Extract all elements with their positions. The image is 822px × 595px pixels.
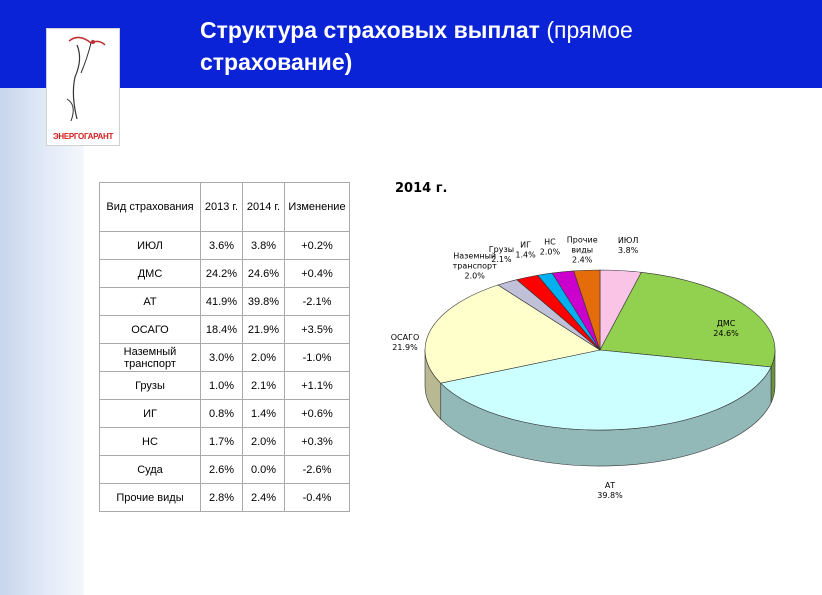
pie-slice-дмс: [599, 271, 776, 368]
table-row: ОСАГО 18.4% 21.9% +3.5%: [99, 315, 350, 344]
title-line2: страхование): [200, 49, 353, 75]
table-row: АТ 41.9% 39.8% -2.1%: [99, 287, 350, 316]
cell-change: +3.5%: [284, 315, 350, 344]
cell-type: Прочие виды: [99, 483, 201, 512]
cell-2014: 2.0%: [242, 427, 285, 456]
cell-type: ИЮЛ: [99, 231, 201, 260]
logo-emblem-icon: [66, 36, 106, 122]
title-paren: (прямое: [546, 17, 633, 43]
header-bar: [0, 0, 822, 88]
title-main: Структура страховых выплат: [200, 17, 540, 43]
cell-2013: 0.8%: [200, 399, 243, 428]
table-header-row: Вид страхования 2013 г. 2014 г. Изменени…: [99, 182, 350, 232]
pie-slice-прочие-виды: [573, 269, 601, 351]
pie-label-осаго: ОСАГО 21.9%: [391, 333, 420, 352]
pie-label-наземный-транспорт: Наземный транспорт 2.0%: [453, 251, 497, 280]
cell-2014: 2.0%: [242, 343, 285, 372]
cell-change: -0.4%: [284, 483, 350, 512]
page-title: Структура страховых выплат (прямое страх…: [200, 14, 800, 78]
pie-slice-осаго: [424, 284, 601, 384]
pie-label-грузы: Грузы 2.1%: [489, 245, 514, 264]
cell-2014: 1.4%: [242, 399, 285, 428]
cell-type: ДМС: [99, 259, 201, 288]
payments-table: Вид страхования 2013 г. 2014 г. Изменени…: [99, 182, 350, 512]
pie-label-нс: НС 2.0%: [540, 237, 561, 256]
cell-2014: 24.6%: [242, 259, 285, 288]
col-header-2013: 2013 г.: [200, 182, 243, 232]
pie-label-ат: АТ 39.8%: [597, 481, 623, 500]
table-row: ДМС 24.2% 24.6% +0.4%: [99, 259, 350, 288]
table-row: Наземный транспорт 3.0% 2.0% -1.0%: [99, 343, 350, 372]
cell-2014: 2.1%: [242, 371, 285, 400]
cell-change: -2.1%: [284, 287, 350, 316]
table-row: НС 1.7% 2.0% +0.3%: [99, 427, 350, 456]
col-header-change: Изменение: [284, 182, 350, 232]
cell-type: ОСАГО: [99, 315, 201, 344]
pie-label-дмс: ДМС 24.6%: [713, 319, 739, 338]
cell-change: +0.3%: [284, 427, 350, 456]
cell-type: Грузы: [99, 371, 201, 400]
pie-label-иг: ИГ 1.4%: [515, 240, 536, 259]
cell-2013: 18.4%: [200, 315, 243, 344]
table-row: Суда 2.6% 0.0% -2.6%: [99, 455, 350, 484]
company-logo: ЭНЕРГОГАРАНТ: [46, 28, 120, 146]
cell-2014: 2.4%: [242, 483, 285, 512]
pie-label-июл: ИЮЛ 3.8%: [618, 236, 639, 255]
chart-title: 2014 г.: [395, 181, 448, 196]
cell-2013: 24.2%: [200, 259, 243, 288]
cell-2014: 39.8%: [242, 287, 285, 316]
cell-type: Суда: [99, 455, 201, 484]
pie-slice-ат: [440, 349, 772, 431]
pie-top-layer: [424, 269, 776, 431]
pie-label-прочие-виды: Прочие виды 2.4%: [567, 235, 598, 264]
cell-2013: 41.9%: [200, 287, 243, 316]
cell-change: -1.0%: [284, 343, 350, 372]
left-gradient-band: [0, 88, 84, 595]
logo-text: ЭНЕРГОГАРАНТ: [52, 132, 114, 141]
cell-2014: 3.8%: [242, 231, 285, 260]
cell-change: +0.6%: [284, 399, 350, 428]
pie-label-layer: ИЮЛ 3.8% ДМС 24.6% АТ 39.8% ОСАГО 21.9% Наземный…: [391, 235, 739, 500]
cell-change: -2.6%: [284, 455, 350, 484]
table-row: Прочие виды 2.8% 2.4% -0.4%: [99, 483, 350, 512]
